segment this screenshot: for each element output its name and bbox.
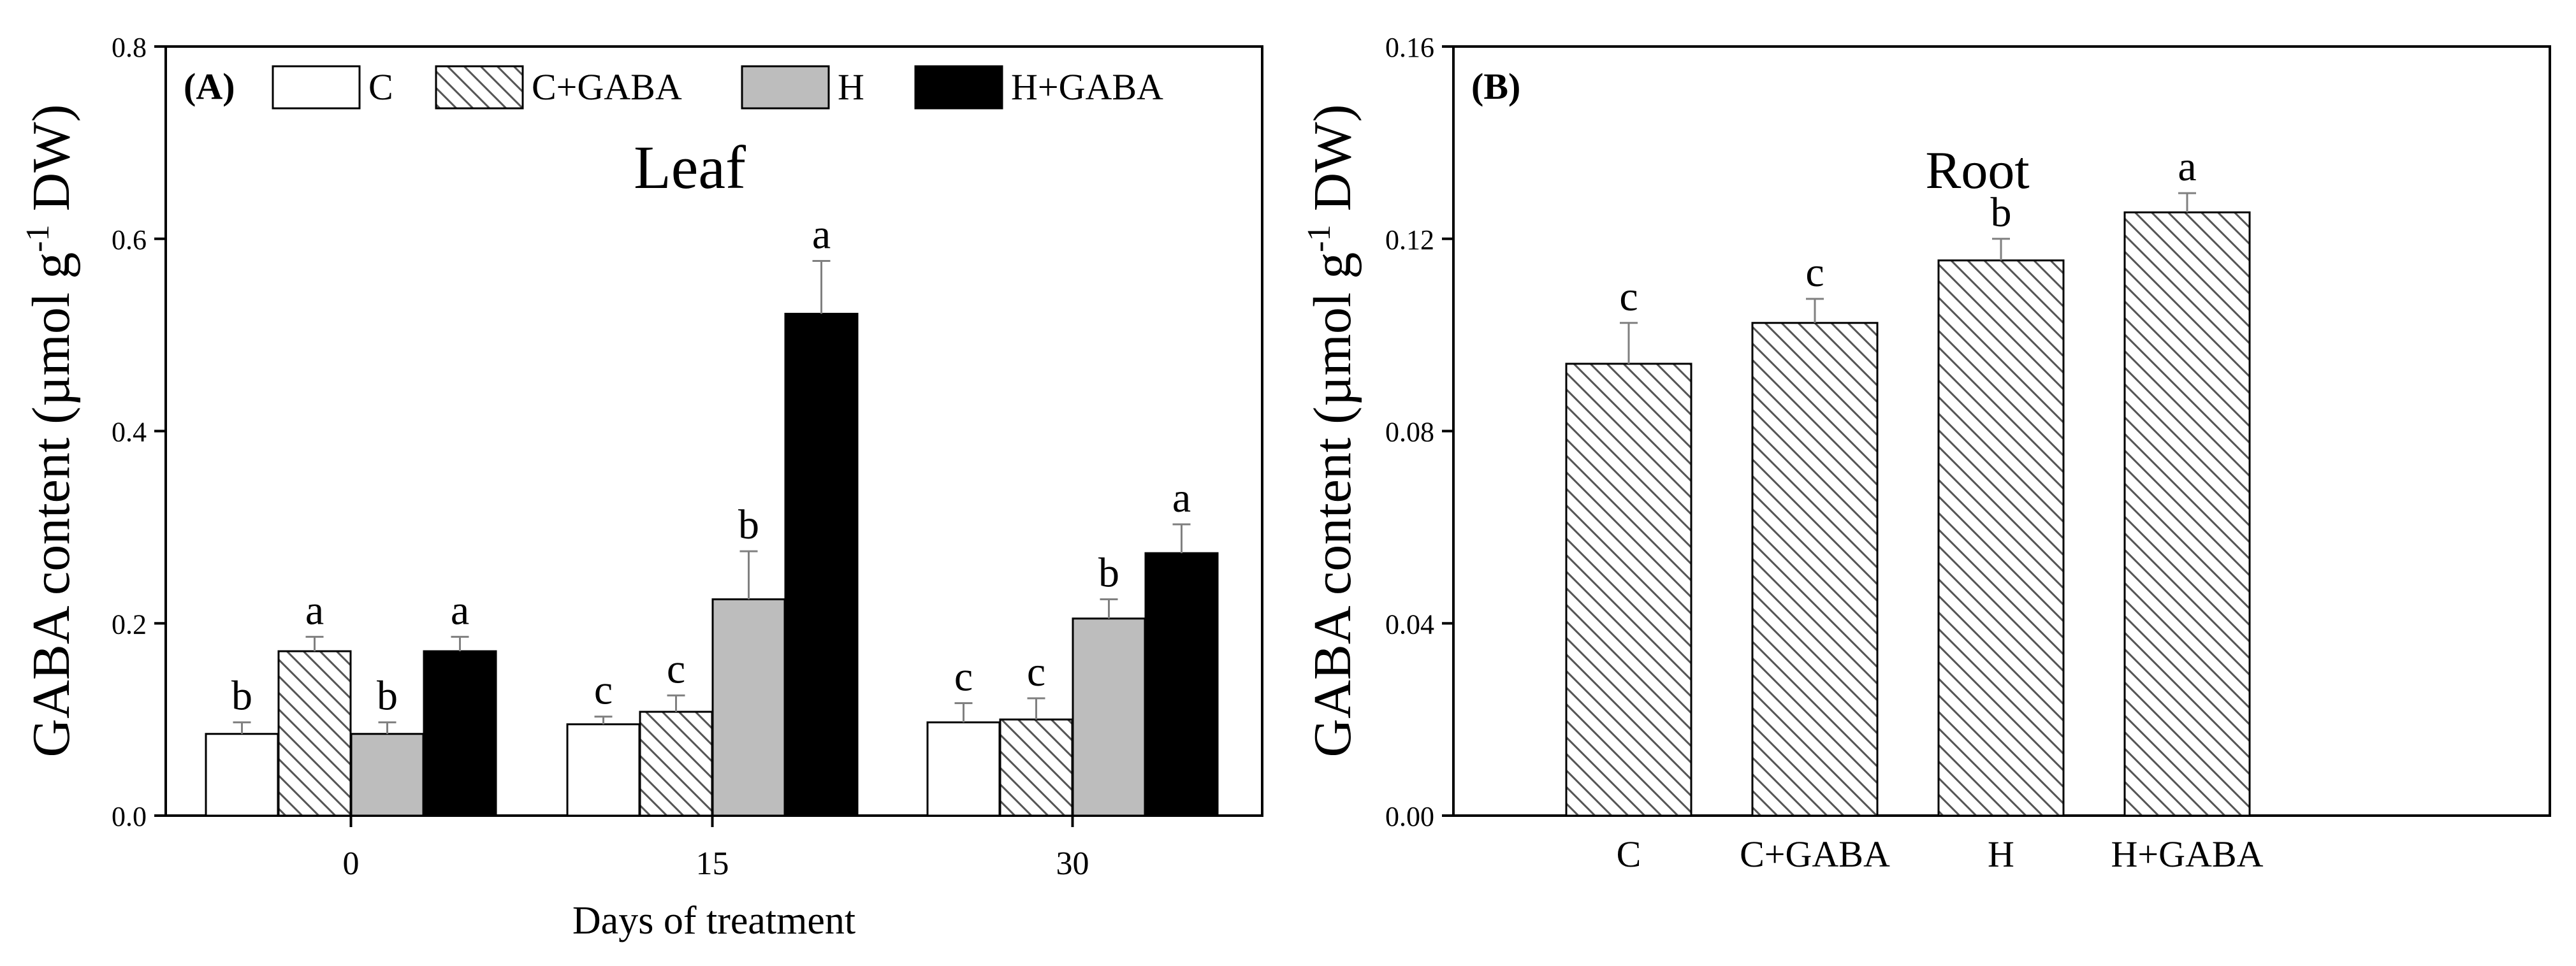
panel-b-h-gaba-bar: [2123, 211, 2251, 817]
panel-a-day-30-c-significance-letter: c: [954, 653, 973, 700]
panel-a-day-30-h-significance-letter: b: [1098, 550, 1119, 596]
panel-a-x-tick-label: 15: [696, 846, 729, 882]
panel-a-x-tick-label: 0: [343, 846, 360, 882]
panel-b-y-axis: 0.00 0.04 0.08 0.12 0.16: [1385, 32, 1453, 832]
panel-b-x-tick-label: C+GABA: [1740, 833, 1890, 875]
panel-a-x-axis-title: Days of treatment: [572, 899, 855, 942]
panel-a-day-15-c-gaba-bar: [639, 710, 713, 817]
panel-b-h-significance-letter: b: [1991, 189, 2012, 236]
panel-a-day-15-c-gaba-significance-letter: c: [667, 645, 685, 692]
legend-swatch-h-gaba: [914, 65, 1003, 110]
panel-b-y-tick-label: 0.12: [1385, 224, 1434, 256]
panel-a-y-axis: 0.0 0.2 0.4 0.6 0.8: [112, 32, 166, 832]
panel-a-y-tick-label: 0.8: [112, 32, 147, 63]
legend-label-c-gaba: C+GABA: [532, 66, 682, 108]
panel-a-day-15-c-bar: [566, 723, 641, 817]
panel-a-day-0-h-bar: [350, 733, 425, 817]
panel-a-day-30-h-gaba-significance-letter: a: [1172, 475, 1191, 521]
panel-a-x-axis: 0 15 30: [343, 816, 1089, 882]
panel-b-bars: c c b a: [1565, 143, 2251, 817]
panel-b-x-tick-label: H: [1988, 833, 2014, 875]
panel-b-y-tick-label: 0.04: [1385, 609, 1434, 640]
panel-b-y-tick-label: 0.16: [1385, 32, 1434, 63]
panel-a-day-0-h-gaba-bar: [423, 650, 497, 817]
legend-label-h-gaba: H+GABA: [1011, 66, 1163, 108]
panel-b-y-axis-title-suffix: DW): [1303, 105, 1362, 225]
panel-a-day-30-c-gaba-bar: [999, 718, 1073, 817]
panel-b-c-significance-letter: c: [1619, 273, 1638, 320]
panel-b-x-tick-label: H+GABA: [2111, 833, 2264, 875]
panel-a-day-30-c-bar: [926, 721, 1001, 817]
legend-swatch-h: [741, 65, 830, 110]
panel-a-y-tick-label: 0.0: [112, 801, 147, 832]
panel-a-day-0-h-gaba-significance-letter: a: [451, 587, 469, 633]
panel-b-label: (B): [1471, 66, 1520, 107]
panel-a-day-15-h-significance-letter: b: [738, 501, 759, 548]
panel-b-x-tick-label: C: [1617, 833, 1641, 875]
panel-a-label: (A): [184, 66, 235, 107]
panel-a-y-axis-title-main: GABA content (µmol g: [22, 252, 81, 758]
panel-a-y-tick-label: 0.2: [112, 609, 147, 640]
panel-a-title: Leaf: [634, 133, 746, 201]
legend-swatch-c-gaba: [435, 65, 524, 110]
panel-b-h-gaba-significance-letter: a: [2178, 143, 2196, 190]
panel-a-day-0-c-bar: [205, 733, 279, 817]
legend-label-c: C: [368, 66, 393, 108]
legend-label-h: H: [838, 66, 864, 108]
panel-a-day-15-c-significance-letter: c: [594, 667, 613, 714]
panel-a-y-tick-label: 0.4: [112, 417, 147, 448]
panel-b-root-chart: 0.00 0.04 0.08 0.12 0.16 c c b a C C+GABA H H+GABA…: [1301, 32, 2551, 875]
panel-a-day-0-h-significance-letter: b: [377, 673, 398, 719]
panel-a-day-0-c-gaba-significance-letter: a: [305, 587, 324, 633]
panel-a-day-30-h-gaba-bar: [1144, 552, 1219, 817]
panel-a-bars: b a b a c c b a c c b a: [205, 211, 1219, 817]
panel-a-y-axis-title: GABA content (µmol g-1 DW): [20, 105, 81, 758]
panel-a-day-30-c-gaba-significance-letter: c: [1027, 649, 1045, 695]
panel-a-y-axis-title-superscript: -1: [20, 224, 56, 252]
panel-a-day-0-c-significance-letter: b: [231, 673, 252, 719]
panel-a-x-tick-label: 30: [1056, 846, 1089, 882]
panel-b-c-gaba-significance-letter: c: [1805, 249, 1824, 296]
panel-b-x-axis: C C+GABA H H+GABA: [1617, 833, 2264, 875]
panel-b-y-axis-title-main: GABA content (µmol g: [1303, 252, 1362, 758]
legend-swatch-c: [272, 65, 361, 110]
panel-b-title: Root: [1925, 141, 2029, 200]
panel-a-legend: C C+GABA H H+GABA: [272, 65, 1163, 110]
panel-b-c-bar: [1565, 363, 1692, 817]
panel-b-y-axis-title-superscript: -1: [1301, 224, 1337, 252]
panel-a-y-tick-label: 0.6: [112, 224, 147, 256]
panel-b-y-tick-label: 0.00: [1385, 801, 1434, 832]
panel-a-day-15-h-bar: [711, 598, 786, 817]
panel-a-day-0-c-gaba-bar: [277, 650, 352, 817]
panel-b-y-axis-title: GABA content (µmol g-1 DW): [1301, 105, 1362, 758]
panel-b-h-bar: [1937, 259, 2065, 817]
panel-a-y-axis-title-suffix: DW): [22, 105, 81, 225]
panel-a-day-30-h-bar: [1072, 617, 1146, 817]
panel-a-day-15-h-gaba-bar: [784, 312, 859, 817]
panel-b-y-tick-label: 0.08: [1385, 417, 1434, 448]
panel-a-day-15-h-gaba-significance-letter: a: [812, 211, 831, 257]
panel-b-c-gaba-bar: [1751, 322, 1879, 817]
panel-a-leaf-chart: 0.0 0.2 0.4 0.6 0.8 b a b a c c b a c c b a 0 15 30 (A) L…: [20, 32, 1263, 942]
